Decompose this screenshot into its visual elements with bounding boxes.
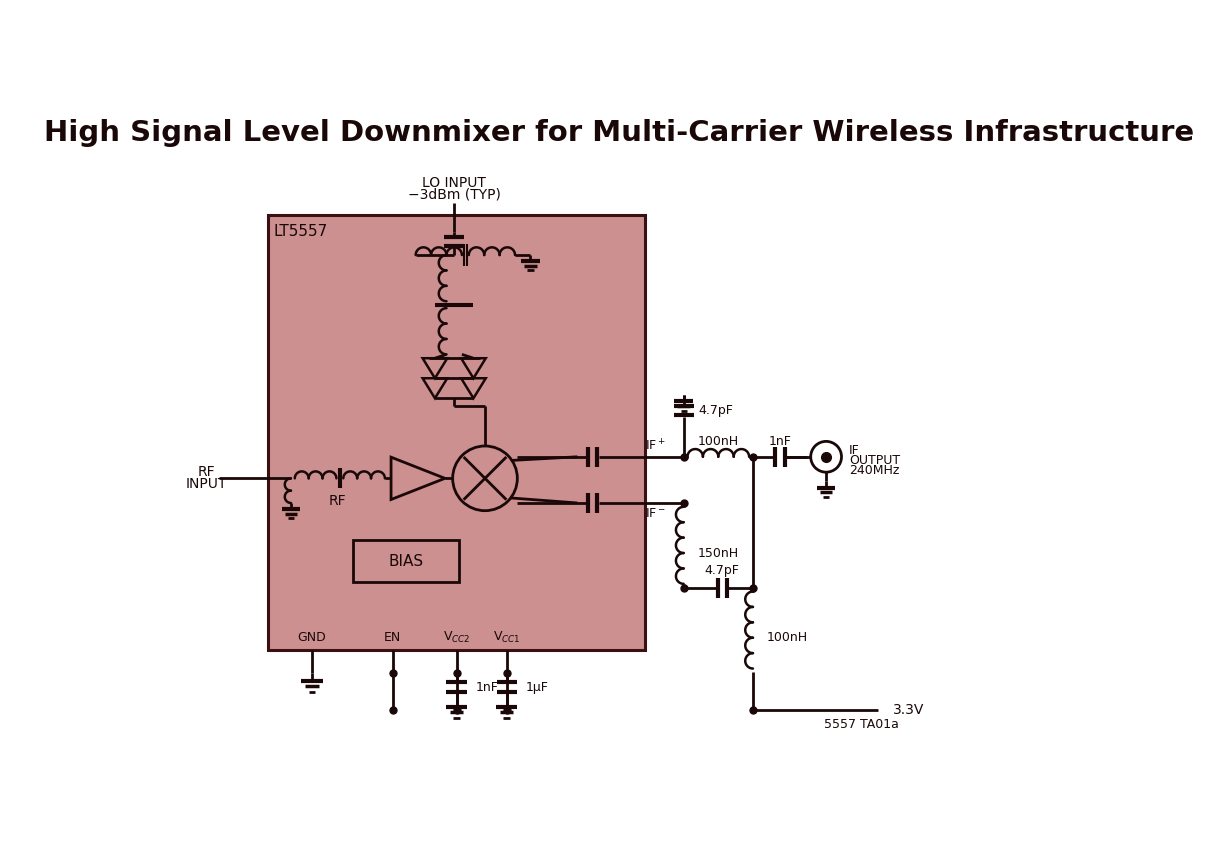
Text: BIAS: BIAS (389, 554, 424, 568)
Text: INPUT: INPUT (186, 477, 227, 492)
Text: 4.7pF: 4.7pF (699, 404, 734, 417)
Text: IF$^+$: IF$^+$ (646, 439, 666, 454)
Text: LT5557: LT5557 (273, 225, 327, 239)
Text: EN: EN (384, 632, 401, 644)
Text: IF: IF (850, 444, 859, 457)
Text: High Signal Level Downmixer for Multi-Carrier Wireless Infrastructure: High Signal Level Downmixer for Multi-Ca… (43, 120, 1194, 147)
Text: V$_{CC1}$: V$_{CC1}$ (492, 630, 520, 645)
Text: −3dBm (TYP): −3dBm (TYP) (408, 187, 501, 201)
Text: 1nF: 1nF (769, 434, 792, 448)
Text: 5557 TA01a: 5557 TA01a (824, 718, 899, 731)
Text: 150nH: 150nH (698, 546, 739, 560)
Text: V$_{CC2}$: V$_{CC2}$ (443, 630, 471, 645)
Text: GND: GND (297, 632, 326, 644)
Text: RF: RF (330, 494, 346, 509)
Text: RF: RF (198, 465, 215, 479)
Text: LO INPUT: LO INPUT (422, 177, 486, 190)
Text: 1μF: 1μF (526, 680, 549, 694)
Text: 240MHz: 240MHz (850, 464, 899, 477)
Text: 4.7pF: 4.7pF (705, 564, 740, 578)
Text: 3.3V: 3.3V (893, 703, 925, 717)
Text: 100nH: 100nH (698, 434, 739, 448)
Text: 1nF: 1nF (476, 680, 498, 694)
Bar (268, 215, 646, 650)
Text: OUTPUT: OUTPUT (850, 454, 900, 467)
Bar (352, 540, 459, 583)
Text: 100nH: 100nH (766, 632, 809, 644)
Text: IF$^-$: IF$^-$ (646, 507, 666, 520)
